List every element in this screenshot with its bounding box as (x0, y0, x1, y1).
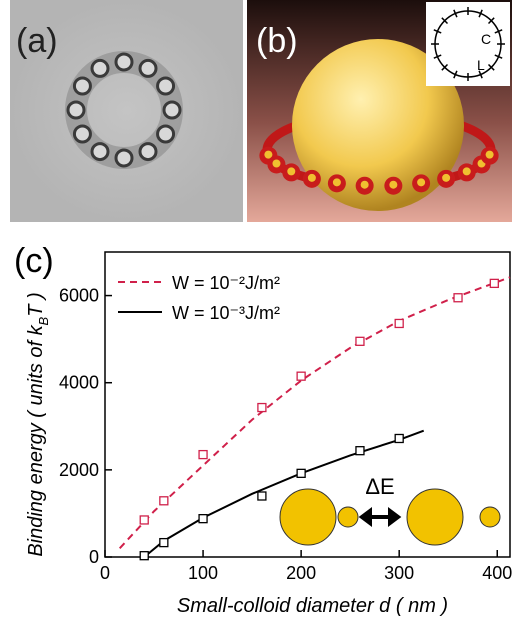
panel-label: (b) (256, 22, 298, 60)
y-tick-label: 0 (89, 547, 99, 567)
colloid (158, 126, 174, 142)
small-colloid-core (333, 178, 341, 186)
y-axis-label: Binding energy ( units of kBT ) (25, 292, 51, 556)
x-tick-label: 100 (188, 563, 218, 583)
data-point (356, 447, 364, 455)
colloid (92, 60, 108, 76)
panel-label: (c) (14, 242, 54, 280)
data-point (297, 469, 305, 477)
x-tick-label: 400 (482, 563, 512, 583)
data-point (395, 319, 403, 327)
small-colloid-core (361, 181, 369, 189)
figure: (a) (b) C L (c)0100200300400020004000600… (0, 0, 516, 618)
data-point (356, 337, 364, 345)
colloid (68, 102, 84, 118)
data-point (490, 279, 498, 287)
data-point (454, 294, 462, 302)
colloid (116, 150, 132, 166)
small-colloid-icon (480, 507, 500, 527)
data-point (140, 516, 148, 524)
x-tick-label: 200 (286, 563, 316, 583)
data-point (258, 404, 266, 412)
x-tick-label: 300 (384, 563, 414, 583)
data-point (140, 552, 148, 560)
colloid (92, 144, 108, 160)
small-colloid-core (463, 167, 471, 175)
inset-label: L (477, 57, 485, 73)
data-point (160, 497, 168, 505)
colloid (164, 102, 180, 118)
inset-label: C (481, 31, 491, 47)
small-colloid-icon (338, 507, 358, 527)
small-colloid-core (272, 159, 280, 167)
small-colloid-core (287, 167, 295, 175)
panel-label: (a) (16, 22, 58, 60)
data-point (395, 434, 403, 442)
colloid (158, 78, 174, 94)
data-point (258, 492, 266, 500)
small-colloid-core (308, 174, 316, 182)
small-colloid-core (417, 178, 425, 186)
y-axis-label-part: T ) (25, 292, 47, 316)
small-colloid-core (389, 181, 397, 189)
colloid (116, 54, 132, 70)
y-tick-label: 4000 (59, 373, 99, 393)
colloid (140, 60, 156, 76)
data-point (160, 539, 168, 547)
annotation: ΔE (365, 474, 394, 499)
data-point (297, 372, 305, 380)
x-axis-label: Small-colloid diameter d ( nm ) (177, 595, 448, 617)
legend-label: W = 10⁻³J/m² (172, 303, 280, 323)
y-tick-label: 2000 (59, 460, 99, 480)
y-axis-label-part: Binding energy ( units of k (25, 324, 47, 556)
data-point (199, 451, 207, 459)
large-colloid-icon (280, 489, 336, 545)
colloid (74, 78, 90, 94)
y-tick-label: 6000 (59, 286, 99, 306)
legend-label: W = 10⁻²J/m² (172, 273, 280, 293)
x-tick-label: 0 (100, 563, 110, 583)
double-arrow (362, 511, 398, 523)
small-colloid-core (486, 151, 494, 159)
small-colloid-core (442, 174, 450, 182)
large-colloid-icon (407, 489, 463, 545)
colloid (140, 144, 156, 160)
y-axis-label-part: B (36, 316, 51, 325)
colloid (74, 126, 90, 142)
data-point (199, 515, 207, 523)
